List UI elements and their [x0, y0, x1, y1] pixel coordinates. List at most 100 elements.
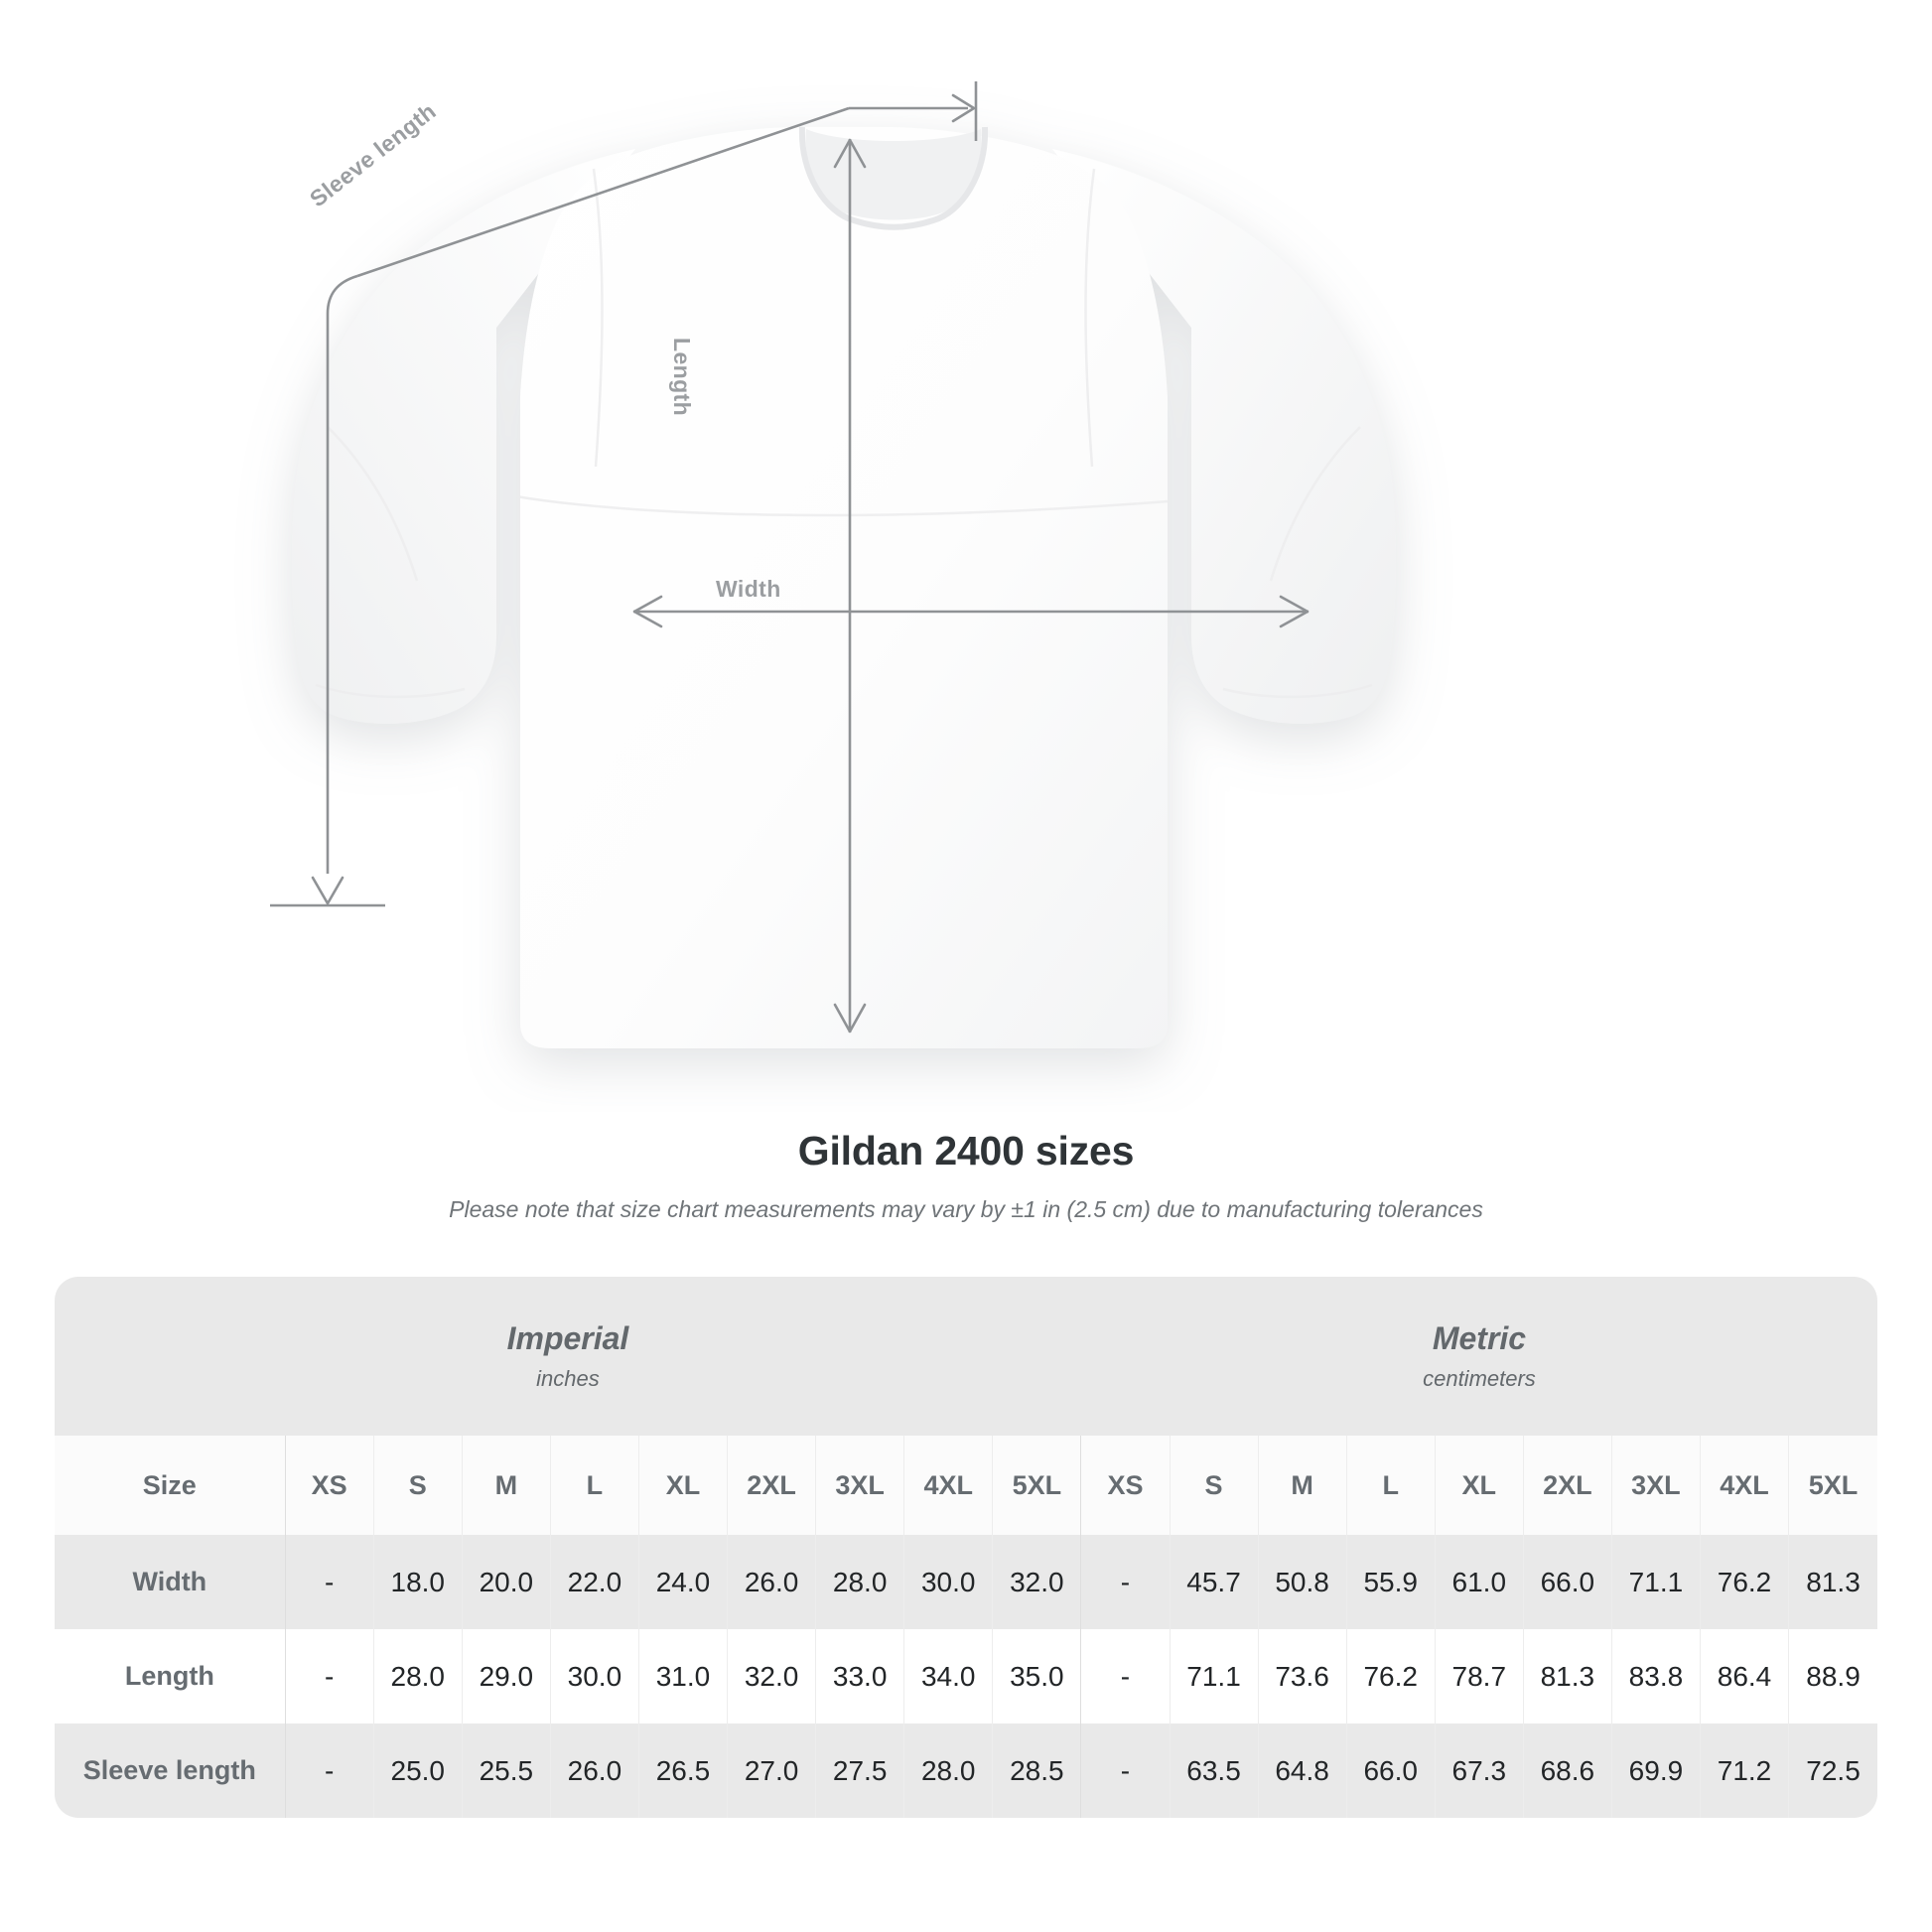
- cell-length-met-7: 86.4: [1700, 1629, 1790, 1724]
- row-label-length: Length: [55, 1629, 286, 1724]
- size-col-met-7: 4XL: [1700, 1436, 1790, 1535]
- cell-width-imp-1: 18.0: [373, 1535, 463, 1629]
- cell-length-imp-2: 29.0: [462, 1629, 551, 1724]
- cell-sleeve-imp-5: 27.0: [727, 1724, 817, 1818]
- cell-length-imp-4: 31.0: [638, 1629, 729, 1724]
- size-col-imp-1: S: [373, 1436, 463, 1535]
- cell-width-imp-4: 24.0: [638, 1535, 729, 1629]
- table-row: Length - 28.0 29.0 30.0 31.0 32.0 33.0 3…: [55, 1629, 1877, 1724]
- cell-length-imp-3: 30.0: [550, 1629, 639, 1724]
- size-col-imp-8: 5XL: [992, 1436, 1082, 1535]
- table-row: Sleeve length - 25.0 25.5 26.0 26.5 27.0…: [55, 1724, 1877, 1818]
- cell-length-met-2: 73.6: [1258, 1629, 1347, 1724]
- metric-unit-cell: Metric centimeters: [1080, 1277, 1877, 1436]
- cell-sleeve-met-6: 69.9: [1611, 1724, 1701, 1818]
- size-col-imp-4: XL: [638, 1436, 729, 1535]
- arrow-length-down: [833, 1003, 867, 1034]
- cell-width-imp-0: -: [285, 1535, 374, 1629]
- measurement-lines: [270, 81, 1309, 1033]
- cell-width-met-8: 81.3: [1788, 1535, 1877, 1629]
- arrow-length-up: [833, 138, 867, 169]
- cell-length-met-5: 81.3: [1523, 1629, 1612, 1724]
- arrow-sleeve-down: [311, 876, 345, 905]
- size-header-row: Size XS S M L XL 2XL 3XL 4XL 5XL XS S M …: [55, 1436, 1877, 1535]
- size-col-imp-3: L: [550, 1436, 639, 1535]
- size-col-met-5: 2XL: [1523, 1436, 1612, 1535]
- cell-width-met-4: 61.0: [1435, 1535, 1524, 1629]
- row-label-width: Width: [55, 1535, 286, 1629]
- cell-length-met-4: 78.7: [1435, 1629, 1524, 1724]
- cell-width-met-1: 45.7: [1170, 1535, 1259, 1629]
- arrow-width-left: [632, 595, 663, 628]
- arrow-sleeve-right: [951, 93, 976, 123]
- cell-sleeve-met-5: 68.6: [1523, 1724, 1612, 1818]
- arrow-width-right: [1279, 595, 1310, 628]
- size-col-met-3: L: [1346, 1436, 1436, 1535]
- length-label: Length: [669, 338, 695, 417]
- cell-width-imp-6: 28.0: [815, 1535, 905, 1629]
- cell-length-met-8: 88.9: [1788, 1629, 1877, 1724]
- cell-length-imp-8: 35.0: [992, 1629, 1082, 1724]
- page-title: Gildan 2400 sizes: [797, 1128, 1135, 1173]
- size-col-met-4: XL: [1435, 1436, 1524, 1535]
- cell-sleeve-met-0: -: [1080, 1724, 1171, 1818]
- row-label-sleeve-length: Sleeve length: [55, 1724, 286, 1818]
- cell-sleeve-imp-2: 25.5: [462, 1724, 551, 1818]
- size-header-label: Size: [55, 1436, 286, 1535]
- cell-length-imp-1: 28.0: [373, 1629, 463, 1724]
- cell-sleeve-imp-4: 26.5: [638, 1724, 729, 1818]
- cell-sleeve-imp-3: 26.0: [550, 1724, 639, 1818]
- cell-width-met-0: -: [1080, 1535, 1171, 1629]
- cell-width-met-5: 66.0: [1523, 1535, 1612, 1629]
- size-col-met-6: 3XL: [1611, 1436, 1701, 1535]
- cell-width-met-7: 76.2: [1700, 1535, 1790, 1629]
- cell-sleeve-imp-7: 28.0: [903, 1724, 994, 1818]
- size-col-met-0: XS: [1080, 1436, 1171, 1535]
- cell-length-met-0: -: [1080, 1629, 1171, 1724]
- fabric-folds: [315, 168, 1373, 699]
- size-col-imp-6: 3XL: [815, 1436, 905, 1535]
- size-col-met-8: 5XL: [1788, 1436, 1877, 1535]
- cell-width-imp-3: 22.0: [550, 1535, 639, 1629]
- size-col-met-2: M: [1258, 1436, 1347, 1535]
- size-table: Imperial inches Metric centimeters Size …: [55, 1277, 1877, 1818]
- sleeve-corner: [326, 274, 358, 315]
- cell-length-imp-5: 32.0: [727, 1629, 817, 1724]
- unit-banner-row: Imperial inches Metric centimeters: [55, 1277, 1877, 1436]
- cell-length-imp-0: -: [285, 1629, 374, 1724]
- cell-width-met-3: 55.9: [1346, 1535, 1436, 1629]
- table-row: Width - 18.0 20.0 22.0 24.0 26.0 28.0 30…: [55, 1535, 1877, 1629]
- size-table-container: Imperial inches Metric centimeters Size …: [55, 1277, 1877, 1818]
- cell-sleeve-met-8: 72.5: [1788, 1724, 1877, 1818]
- garment-illustration: Sleeve length Length Width: [270, 81, 1396, 1048]
- cell-length-imp-6: 33.0: [815, 1629, 905, 1724]
- cell-width-imp-7: 30.0: [903, 1535, 994, 1629]
- imperial-unit-sub: inches: [536, 1365, 600, 1391]
- cell-width-met-2: 50.8: [1258, 1535, 1347, 1629]
- page-subtitle: Please note that size chart measurements…: [449, 1196, 1483, 1222]
- cell-length-met-3: 76.2: [1346, 1629, 1436, 1724]
- size-col-imp-2: M: [462, 1436, 551, 1535]
- shirt-diagram-svg: [270, 81, 1396, 1048]
- width-label: Width: [716, 576, 781, 602]
- title-block: Gildan 2400 sizes Please note that size …: [0, 1128, 1932, 1223]
- size-col-imp-5: 2XL: [727, 1436, 817, 1535]
- sleeve-diagonal-segment: [356, 106, 850, 278]
- size-col-imp-7: 4XL: [903, 1436, 994, 1535]
- cell-sleeve-met-3: 66.0: [1346, 1724, 1436, 1818]
- metric-unit-name: Metric: [1432, 1320, 1527, 1357]
- imperial-unit-name: Imperial: [506, 1320, 629, 1357]
- cell-length-imp-7: 34.0: [903, 1629, 994, 1724]
- cell-width-imp-5: 26.0: [727, 1535, 817, 1629]
- cell-width-imp-8: 32.0: [992, 1535, 1082, 1629]
- shirt-body-shape: [292, 126, 1396, 1048]
- cell-width-met-6: 71.1: [1611, 1535, 1701, 1629]
- cell-width-imp-2: 20.0: [462, 1535, 551, 1629]
- cell-sleeve-imp-6: 27.5: [815, 1724, 905, 1818]
- size-col-imp-0: XS: [285, 1436, 374, 1535]
- cell-sleeve-imp-0: -: [285, 1724, 374, 1818]
- cell-length-met-1: 71.1: [1170, 1629, 1259, 1724]
- cell-sleeve-met-7: 71.2: [1700, 1724, 1790, 1818]
- imperial-unit-cell: Imperial inches: [55, 1277, 1081, 1436]
